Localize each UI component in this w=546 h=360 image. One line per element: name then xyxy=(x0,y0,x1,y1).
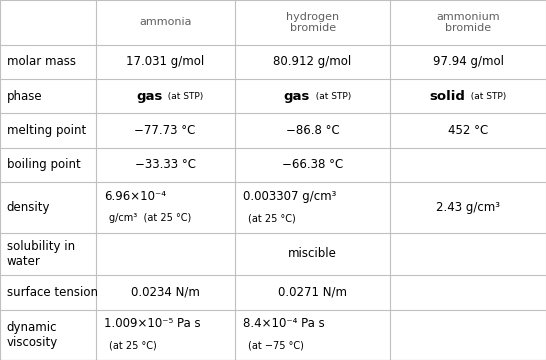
Text: solubility in
water: solubility in water xyxy=(7,240,75,268)
Text: −77.73 °C: −77.73 °C xyxy=(134,124,196,137)
Text: ammonia: ammonia xyxy=(139,17,192,27)
Text: gas: gas xyxy=(136,90,163,103)
Text: boiling point: boiling point xyxy=(7,158,80,171)
Text: (at STP): (at STP) xyxy=(465,92,507,101)
Text: −86.8 °C: −86.8 °C xyxy=(286,124,340,137)
Text: (at 25 °C): (at 25 °C) xyxy=(109,341,157,351)
Text: miscible: miscible xyxy=(288,247,337,260)
Text: 0.0234 N/m: 0.0234 N/m xyxy=(130,286,200,299)
Text: (at STP): (at STP) xyxy=(310,92,351,101)
Text: 1.009×10⁻⁵ Pa s: 1.009×10⁻⁵ Pa s xyxy=(104,317,200,330)
Text: 2.43 g/cm³: 2.43 g/cm³ xyxy=(436,201,500,214)
Text: gas: gas xyxy=(283,90,310,103)
Text: hydrogen
bromide: hydrogen bromide xyxy=(286,12,339,33)
Text: g/cm³  (at 25 °C): g/cm³ (at 25 °C) xyxy=(109,213,192,224)
Text: 0.0271 N/m: 0.0271 N/m xyxy=(278,286,347,299)
Text: −33.33 °C: −33.33 °C xyxy=(135,158,195,171)
Text: 6.96×10⁻⁴: 6.96×10⁻⁴ xyxy=(104,190,166,203)
Text: (at 25 °C): (at 25 °C) xyxy=(248,213,296,224)
Text: ammonium
bromide: ammonium bromide xyxy=(436,12,500,33)
Text: surface tension: surface tension xyxy=(7,286,98,299)
Text: 80.912 g/mol: 80.912 g/mol xyxy=(274,55,352,68)
Text: (at STP): (at STP) xyxy=(163,92,204,101)
Text: (at −75 °C): (at −75 °C) xyxy=(248,341,304,351)
Text: 0.003307 g/cm³: 0.003307 g/cm³ xyxy=(243,190,336,203)
Text: melting point: melting point xyxy=(7,124,86,137)
Text: 97.94 g/mol: 97.94 g/mol xyxy=(432,55,504,68)
Text: 8.4×10⁻⁴ Pa s: 8.4×10⁻⁴ Pa s xyxy=(243,317,325,330)
Text: dynamic
viscosity: dynamic viscosity xyxy=(7,321,58,349)
Text: 17.031 g/mol: 17.031 g/mol xyxy=(126,55,204,68)
Text: solid: solid xyxy=(430,90,465,103)
Text: density: density xyxy=(7,201,50,214)
Text: −66.38 °C: −66.38 °C xyxy=(282,158,343,171)
Text: molar mass: molar mass xyxy=(7,55,75,68)
Text: phase: phase xyxy=(7,90,42,103)
Text: 452 °C: 452 °C xyxy=(448,124,488,137)
